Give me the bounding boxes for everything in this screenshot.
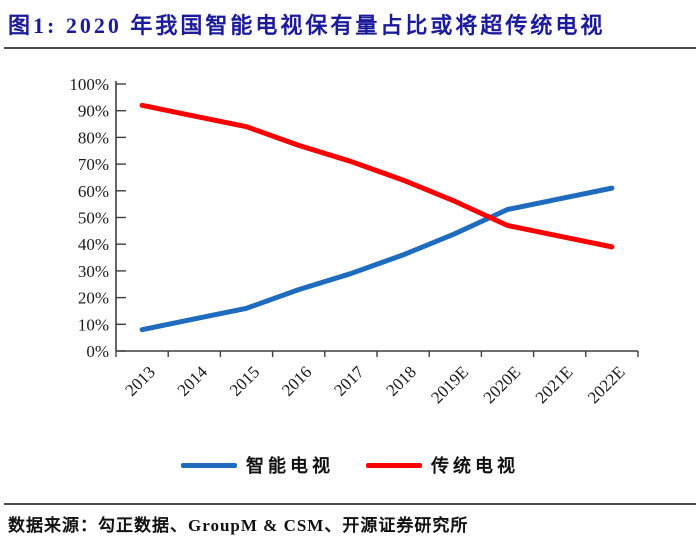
x-tick-label: 2014 — [174, 362, 212, 400]
figure-title: 图1: 2020 年我国智能电视保有量占比或将超传统电视 — [8, 13, 606, 38]
legend-label-smart-tv: 智能电视 — [246, 456, 334, 476]
y-tick-label: 20% — [78, 289, 109, 308]
y-tick-label: 50% — [78, 209, 109, 228]
traditional-tv-line — [139, 102, 615, 250]
x-tick-label: 2022E — [584, 362, 629, 407]
line-chart: 0% 10% 20% 30% 40% 50% 60% 70% 80% 90% 100% 2013 201… — [69, 75, 639, 407]
y-tick-label: 80% — [78, 128, 109, 147]
x-tick-label: 2013 — [121, 362, 158, 399]
y-tick-label: 30% — [78, 262, 109, 281]
x-tick-label: 2019E — [427, 362, 472, 407]
footer-divider — [4, 503, 696, 505]
legend-item-smart-tv: 智能电视 — [181, 452, 334, 478]
legend-label-traditional-tv: 传统电视 — [431, 456, 519, 476]
smart-tv-line — [139, 185, 615, 333]
y-tick-label: 0% — [86, 342, 109, 361]
traditional-tv-line-swatch — [366, 462, 422, 468]
y-tick-label: 90% — [78, 102, 109, 121]
y-tick-label: 100% — [69, 75, 109, 94]
x-tick-label: 2021E — [532, 362, 577, 407]
legend-item-traditional-tv: 传统电视 — [366, 452, 519, 478]
smart-tv-line-swatch — [181, 462, 237, 468]
x-tick-label: 2015 — [226, 362, 263, 399]
x-tick-label: 2017 — [330, 362, 368, 400]
y-tick-label: 70% — [78, 155, 109, 174]
x-tick-label: 2018 — [382, 362, 419, 399]
chart-area: 0% 10% 20% 30% 40% 50% 60% 70% 80% 90% 100% 2013 201… — [0, 60, 700, 430]
x-tick-label: 2016 — [278, 362, 315, 399]
chart-legend: 智能电视 传统电视 — [0, 452, 700, 478]
y-tick-label: 10% — [78, 315, 109, 334]
y-tick-label: 60% — [78, 182, 109, 201]
title-divider — [4, 47, 696, 49]
x-tick-label: 2020E — [480, 362, 525, 407]
data-source: 数据来源：勾正数据、GroupM & CSM、开源证券研究所 — [8, 516, 469, 535]
y-tick-label: 40% — [78, 235, 109, 254]
